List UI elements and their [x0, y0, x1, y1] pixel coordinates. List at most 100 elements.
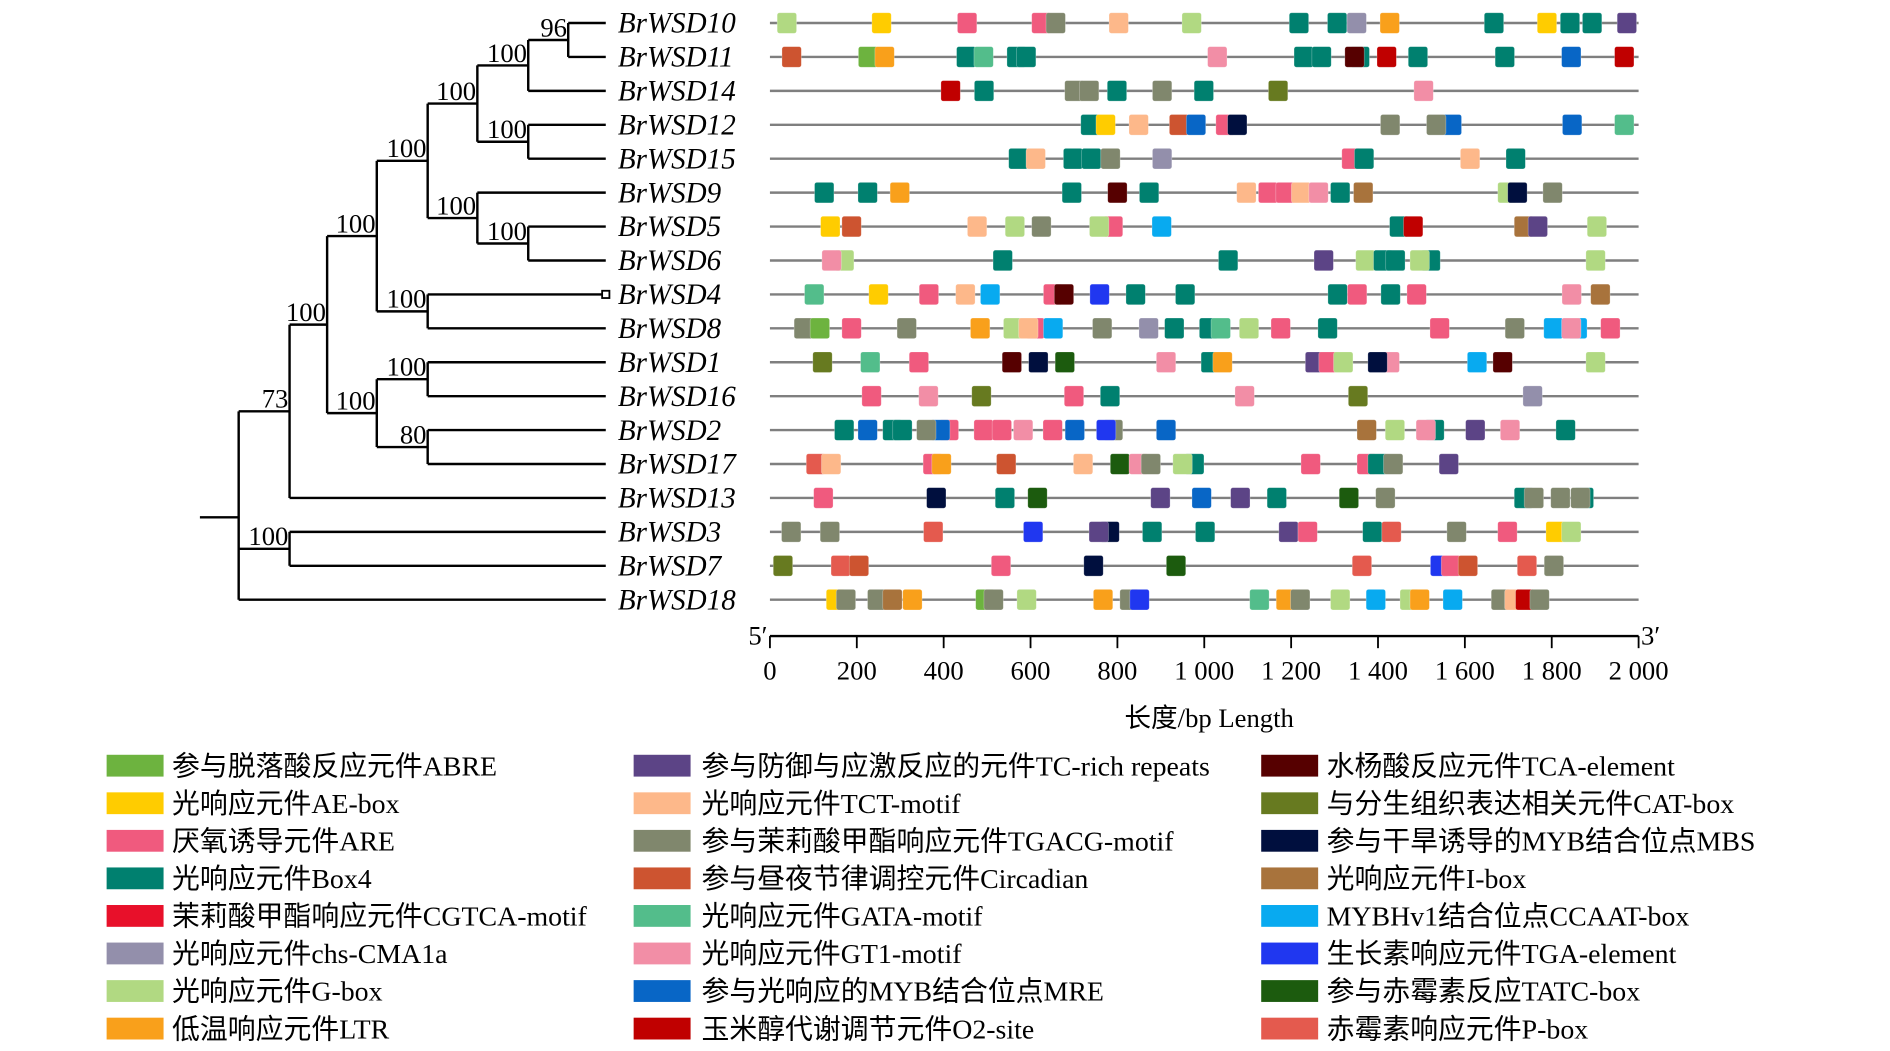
- legend-label: 光响应元件GT1-motif: [701, 938, 962, 970]
- bootstrap-label: 80: [400, 419, 427, 449]
- cis-element-gbox: [776, 12, 797, 34]
- cis-element-chs: [1138, 317, 1159, 339]
- cis-element-box4: [1385, 249, 1406, 272]
- cis-element-gbox: [1004, 215, 1025, 238]
- cis-element-map: BrWSD10BrWSD11BrWSD14BrWSD12BrWSD15BrWSD…: [618, 8, 1639, 616]
- cis-element-circ: [841, 215, 862, 238]
- cis-element-cat: [1347, 385, 1369, 407]
- cis-element-gt1: [1234, 385, 1255, 407]
- cis-element-pbox: [1351, 555, 1372, 577]
- cis-element-tgacg: [1045, 12, 1066, 34]
- cis-element-tct: [1128, 114, 1149, 136]
- cis-element-box4: [1193, 80, 1214, 102]
- cis-element-tga: [1129, 589, 1150, 611]
- legend-swatch-tatc: [1261, 980, 1319, 1002]
- cis-element-tatc: [1054, 351, 1075, 373]
- cis-element-tgacg: [916, 419, 937, 441]
- cis-element-tcr: [1465, 419, 1486, 441]
- cis-element-mre: [1155, 419, 1177, 441]
- axis-tick-label: 800: [1097, 656, 1137, 686]
- cis-element-gt1: [1561, 283, 1582, 306]
- cis-element-gt1: [1499, 419, 1521, 441]
- cis-element-ccaat: [1466, 351, 1488, 373]
- cis-element-tatc: [1338, 487, 1359, 509]
- cis-element-cat: [812, 351, 833, 373]
- cis-element-tgacg: [1504, 317, 1525, 339]
- cis-element-ibox: [1356, 419, 1377, 441]
- cis-element-gt1: [1308, 181, 1329, 204]
- cis-element-ibox: [1590, 283, 1611, 306]
- cis-element-are: [1440, 555, 1462, 577]
- cis-element-box4: [1008, 148, 1029, 170]
- cis-element-tgacg: [1375, 487, 1396, 509]
- bootstrap-label: 100: [386, 133, 426, 163]
- cis-element-pbox: [1381, 521, 1402, 543]
- legend-label: 参与防御与应激反应的元件TC-rich repeats: [701, 750, 1209, 782]
- phylogenetic-tree: 96 100 100 100 100 100 100 100 100 100 80 100 100 73 1…: [199, 12, 611, 601]
- cis-element-ccaat: [1365, 589, 1386, 611]
- cis-element-tct: [1291, 181, 1312, 204]
- cis-element-tatc: [1027, 487, 1048, 509]
- cis-element-tga: [1096, 419, 1117, 441]
- cis-element-box4: [1505, 148, 1526, 170]
- legend-swatch-are: [106, 829, 164, 852]
- cis-element-ae: [820, 215, 841, 238]
- cis-element-tatc: [1165, 555, 1187, 577]
- cis-element-gbox: [1016, 589, 1037, 611]
- cis-element-gt1: [1561, 317, 1582, 339]
- cis-element-gbox: [1585, 351, 1606, 373]
- cis-element-box4: [1106, 80, 1128, 102]
- cis-element-are: [973, 419, 994, 441]
- cis-element-tgacg: [1079, 80, 1100, 102]
- cis-element-cat: [971, 385, 992, 407]
- bootstrap-label: 100: [386, 352, 426, 382]
- gene-label: BrWSD7: [618, 550, 723, 582]
- cis-element-circ: [996, 453, 1017, 475]
- legend-swatch-ltr: [106, 1017, 164, 1040]
- legend-label: 厌氧诱导元件ARE: [172, 825, 395, 857]
- gene-label: BrWSD15: [618, 143, 736, 175]
- gene-label: BrWSD8: [618, 313, 722, 345]
- cis-element-abre: [809, 317, 830, 339]
- legend-swatch-circ: [633, 867, 691, 890]
- cis-element-pbox: [923, 521, 944, 543]
- legend-label: 光响应元件G-box: [172, 976, 383, 1008]
- cis-element-gata: [804, 283, 825, 306]
- cis-element-box4: [834, 419, 855, 441]
- cis-element-tct: [1460, 148, 1481, 170]
- cis-element-box4: [892, 419, 913, 441]
- leaf-marker-icon: [601, 289, 611, 299]
- bootstrap-label: 73: [262, 384, 289, 414]
- cis-element-tca: [1344, 46, 1365, 68]
- cis-element-are: [1042, 419, 1063, 441]
- legend-label: 低温响应元件LTR: [172, 1013, 390, 1045]
- bootstrap-label: 100: [436, 76, 476, 106]
- cis-element-circ: [848, 555, 870, 577]
- legend-swatch-mre: [633, 980, 691, 1002]
- gene-label: BrWSD12: [618, 109, 736, 141]
- cis-element-circ: [781, 46, 802, 68]
- cis-element-tgacg: [1383, 453, 1404, 475]
- cis-element-gbox: [1333, 351, 1354, 373]
- legend-label: MYBHv1结合位点CCAAT-box: [1327, 901, 1690, 933]
- three-prime-label: 3′: [1641, 621, 1660, 651]
- legend-label: 光响应元件I-box: [1327, 863, 1527, 895]
- cis-element-are: [861, 385, 882, 407]
- cis-element-are: [990, 555, 1012, 577]
- legend-swatch-gata: [633, 905, 691, 927]
- cis-element-gbox: [1172, 453, 1193, 475]
- cis-element-box4: [1559, 12, 1581, 34]
- cis-element-mbs: [1507, 181, 1528, 204]
- cis-element-tca: [1107, 181, 1128, 204]
- gene-label: BrWSD5: [618, 211, 721, 243]
- legend-swatch-cgtca: [106, 905, 164, 927]
- cis-element-gbox: [1355, 249, 1376, 272]
- cis-element-tcr: [1150, 487, 1171, 509]
- gene-label: BrWSD1: [618, 347, 721, 379]
- cis-element-box4: [1380, 283, 1401, 306]
- cis-element-tgacg: [1290, 589, 1311, 611]
- cis-element-tct: [1018, 317, 1039, 339]
- axis-tick-label: 2 000: [1609, 656, 1669, 686]
- cis-element-ccaat: [1543, 317, 1564, 339]
- cis-element-are: [813, 487, 834, 509]
